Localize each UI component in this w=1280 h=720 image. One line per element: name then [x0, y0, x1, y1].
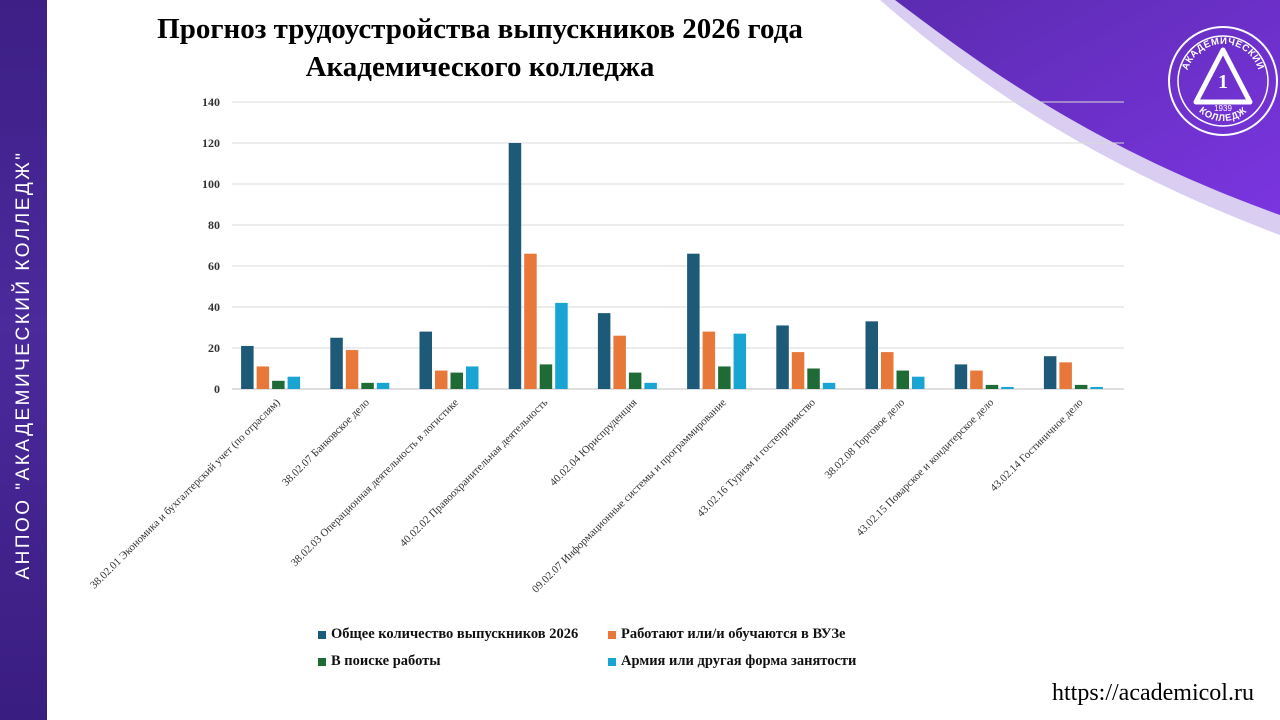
bar: [896, 370, 909, 389]
website-link[interactable]: https://academicol.ru: [1052, 680, 1254, 706]
chart-title: Прогноз трудоустройства выпускников 2026…: [90, 10, 870, 86]
bar: [985, 384, 999, 389]
logo-year: 1939: [1214, 104, 1232, 113]
bar: [524, 253, 537, 389]
bar: [376, 382, 390, 389]
bar: [807, 368, 820, 389]
sidebar: АНПОО "АКАДЕМИЧЕСКИЙ КОЛЛЕДЖ": [0, 0, 47, 720]
bar: [628, 372, 642, 389]
bar: [1043, 356, 1057, 389]
bar: [613, 335, 626, 389]
x-tick-label: 43.02.14 Гостиничное дело: [988, 396, 1086, 494]
x-tick-label: 38.02.08 Торговое дело: [822, 396, 907, 481]
legend-swatch-army: [608, 657, 616, 666]
bar: [791, 352, 805, 389]
bar: [881, 352, 894, 389]
y-tick-label: 20: [208, 341, 220, 355]
chart-title-line-2: Академического колледжа: [305, 51, 655, 83]
legend-swatch-searching: [318, 657, 326, 666]
bar: [718, 366, 731, 389]
bar: [702, 331, 716, 389]
x-tick-label: 43.02.15 Поварское и кондитерское дело: [854, 396, 996, 538]
college-logo: АКАДЕМИЧЕСКИЙ КОЛЛЕДЖ 1 1939: [1168, 26, 1278, 136]
bar: [508, 143, 522, 389]
bar: [644, 382, 657, 389]
bar: [256, 366, 270, 389]
legend-item-searching: В поиске работы: [318, 653, 441, 670]
bar: [1090, 386, 1103, 389]
legend-item-army: Армия или другая форма занятости: [608, 653, 856, 670]
bar: [865, 321, 878, 389]
bar: [345, 350, 359, 389]
legend-label-army: Армия или другая форма занятости: [621, 653, 857, 669]
bar: [361, 382, 374, 389]
bar: [733, 333, 747, 389]
legend-item-total: Общее количество выпускников 2026: [318, 626, 578, 643]
y-tick-label: 40: [208, 300, 220, 314]
legend-item-employed: Работают или/и обучаются в ВУЗе: [608, 626, 845, 643]
bar: [1001, 386, 1014, 389]
bar: [970, 370, 983, 389]
x-tick-label: 09.02.07 Информационные системы и програ…: [530, 397, 729, 596]
bar: [419, 331, 432, 389]
bar: [597, 313, 611, 389]
bar: [330, 337, 343, 389]
logo-number: 1: [1218, 71, 1228, 93]
legend-swatch-employed: [608, 630, 616, 639]
bar: [687, 253, 700, 389]
y-tick-label: 60: [208, 259, 220, 273]
chart-title-line-1: Прогноз трудоустройства выпускников 2026…: [157, 13, 803, 45]
bar: [822, 382, 836, 389]
x-tick-label: 40.02.04 Юриспруденция: [548, 397, 640, 489]
bar: [241, 345, 254, 389]
bar: [539, 364, 553, 389]
legend-label-employed: Работают или/и обучаются в ВУЗе: [621, 626, 846, 642]
bar: [1074, 384, 1088, 389]
legend-label-searching: В поиске работы: [331, 653, 441, 669]
x-tick-label: 40.02.02 Правоохранительная деятельность: [398, 397, 551, 550]
y-tick-label: 0: [214, 382, 220, 396]
x-tick-label: 38.02.03 Операционная деятельность в лог…: [289, 397, 461, 569]
bar: [776, 325, 789, 389]
x-tick-label: 38.02.01 Экономика и бухгалтерский учет …: [88, 396, 283, 591]
x-tick-label: 38.02.07 Банковское дело: [280, 396, 372, 488]
bar: [435, 370, 448, 389]
bar: [1059, 362, 1072, 389]
legend-label-total: Общее количество выпускников 2026: [331, 626, 579, 642]
bar: [272, 380, 285, 389]
bar: [450, 372, 463, 389]
bar: [954, 364, 968, 389]
y-tick-label: 100: [202, 177, 220, 191]
bar: [912, 376, 925, 389]
bar: [287, 376, 301, 389]
legend-swatch-total: [318, 630, 326, 639]
y-tick-label: 140: [202, 95, 220, 109]
y-tick-label: 120: [202, 136, 220, 150]
bar: [466, 366, 479, 389]
y-tick-label: 80: [208, 218, 220, 232]
bar: [555, 302, 568, 389]
